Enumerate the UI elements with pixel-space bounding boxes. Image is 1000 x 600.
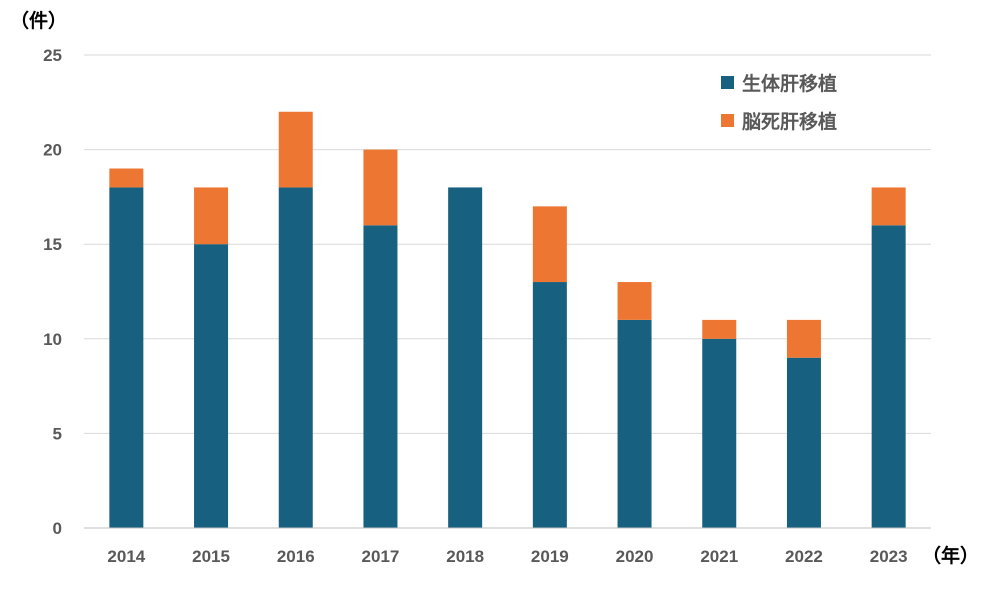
legend-swatch-2 xyxy=(721,114,734,127)
bar-2018-series-1 xyxy=(448,187,483,528)
x-tick-labels: 2014 2015 2016 2017 2018 2019 2020 2021 2022 2023 xyxy=(107,547,907,566)
x-tick-label-2017: 2017 xyxy=(362,547,400,566)
bar-2022-series-2 xyxy=(786,319,821,358)
x-tick-label-2020: 2020 xyxy=(616,547,654,566)
bar-2017-series-2 xyxy=(363,149,398,226)
x-tick-label-2018: 2018 xyxy=(446,547,484,566)
x-tick-label-2021: 2021 xyxy=(700,547,738,566)
y-tick-label-10: 10 xyxy=(43,330,62,349)
bar-2020-series-1 xyxy=(617,319,652,528)
x-tick-label-2015: 2015 xyxy=(192,547,230,566)
bar-2021-series-2 xyxy=(702,319,737,339)
x-tick-label-2019: 2019 xyxy=(531,547,569,566)
bar-2017-series-1 xyxy=(363,225,398,528)
legend-label-2: 脳死肝移植 xyxy=(741,110,837,133)
bar-2016-series-1 xyxy=(278,187,313,528)
y-tick-label-25: 25 xyxy=(43,46,62,65)
bar-2023-series-2 xyxy=(871,187,906,226)
bar-2014-series-1 xyxy=(109,187,144,528)
bars xyxy=(109,111,906,528)
y-tick-labels: 0 5 10 15 20 25 xyxy=(43,46,62,538)
bar-2016-series-2 xyxy=(278,111,313,188)
bar-2014-series-2 xyxy=(109,168,144,188)
x-tick-label-2022: 2022 xyxy=(785,547,823,566)
y-tick-label-0: 0 xyxy=(53,519,62,538)
x-axis-unit-label: （年） xyxy=(922,544,979,567)
bar-2022-series-1 xyxy=(786,357,821,528)
bar-2015-series-2 xyxy=(194,187,229,245)
bar-2019-series-1 xyxy=(532,282,567,528)
y-tick-label-15: 15 xyxy=(43,235,62,254)
bar-2020-series-2 xyxy=(617,282,652,320)
y-tick-label-5: 5 xyxy=(53,424,62,443)
x-tick-label-2014: 2014 xyxy=(107,547,145,566)
legend-swatch-1 xyxy=(721,76,734,89)
x-tick-label-2023: 2023 xyxy=(870,547,908,566)
y-tick-label-20: 20 xyxy=(43,141,62,160)
bar-2015-series-1 xyxy=(194,244,229,528)
y-axis-unit-label: （件） xyxy=(10,9,67,32)
bar-2021-series-1 xyxy=(702,338,737,528)
bar-2019-series-2 xyxy=(532,206,567,283)
x-tick-label-2016: 2016 xyxy=(277,547,315,566)
bar-2023-series-1 xyxy=(871,225,906,528)
legend-label-1: 生体肝移植 xyxy=(742,72,837,95)
